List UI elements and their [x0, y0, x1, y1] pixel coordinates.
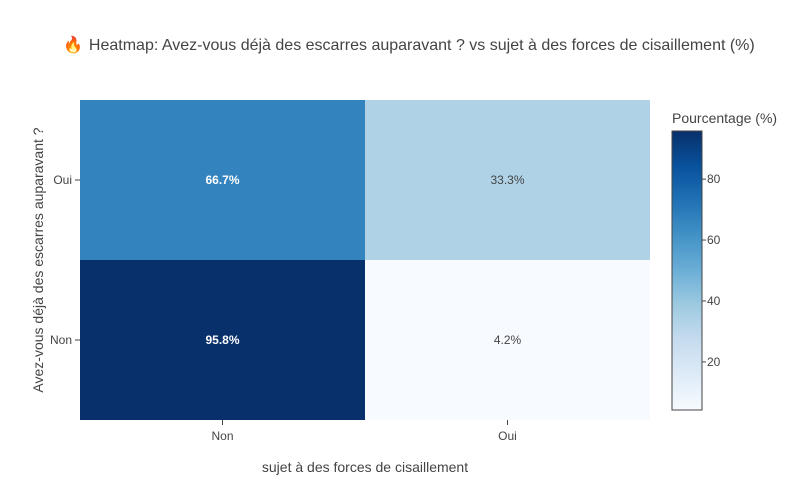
colorbar-ticks: 20 40 60 80 — [702, 172, 721, 369]
colorbar-tick-label: 80 — [707, 172, 721, 186]
colorbar-gradient — [671, 130, 703, 411]
colorbar-tick-label: 40 — [707, 294, 721, 308]
heatmap-cell[interactable] — [80, 260, 365, 420]
cell-value-label: 4.2% — [494, 333, 522, 347]
cell-value-label: 66.7% — [205, 173, 239, 187]
cell-value-label: 95.8% — [205, 333, 239, 347]
heatmap-cell[interactable] — [365, 260, 650, 420]
axis-ticks: Non Oui Oui Non — [50, 173, 517, 443]
x-axis-title: sujet à des forces de cisaillement — [262, 459, 468, 475]
colorbar: Pourcentage (%) 20 40 60 80 — [671, 110, 777, 411]
y-tick-label: Non — [50, 333, 72, 347]
colorbar-tick-label: 60 — [707, 233, 721, 247]
y-axis-title: Avez-vous déjà des escarres auparavant ? — [30, 127, 46, 392]
heatmap-cell[interactable] — [80, 100, 365, 260]
x-tick-label: Oui — [498, 429, 517, 443]
colorbar-tick-label: 20 — [707, 355, 721, 369]
chart-title: 🔥 Heatmap: Avez-vous déjà des escarres au… — [63, 35, 755, 54]
colorbar-title: Pourcentage (%) — [672, 110, 777, 126]
x-tick-label: Non — [211, 429, 233, 443]
cell-value-label: 33.3% — [490, 173, 524, 187]
heatmap-cells: 66.7% 33.3% 95.8% 4.2% — [80, 100, 650, 420]
y-tick-label: Oui — [53, 173, 72, 187]
fire-icon: 🔥 — [63, 35, 83, 54]
heatmap-cell[interactable] — [365, 100, 650, 260]
